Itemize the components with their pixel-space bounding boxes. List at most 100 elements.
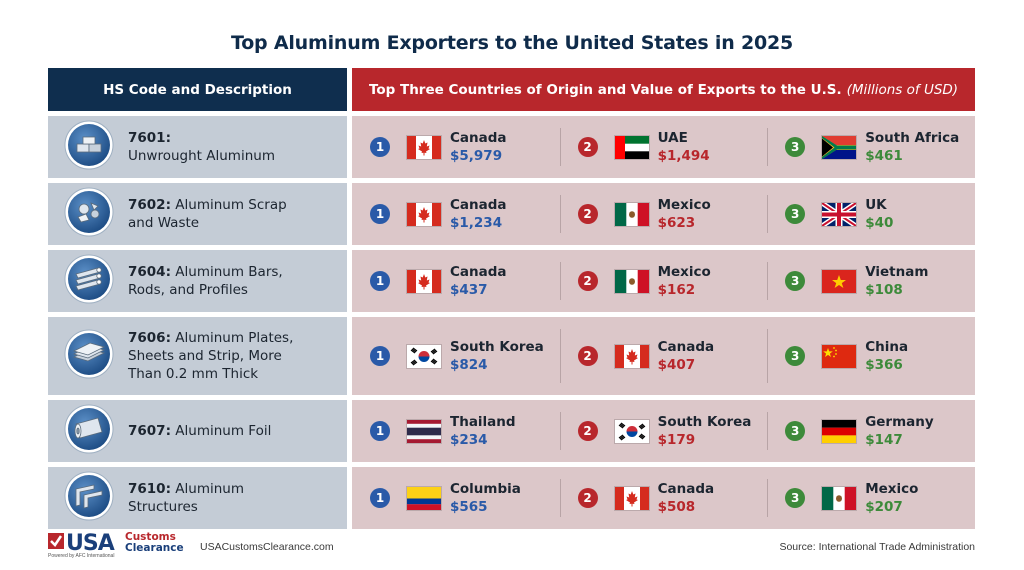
hs-description: 7604: Aluminum Bars, Rods, and Profiles xyxy=(128,263,308,299)
hs-code-cell: 7607: Aluminum Foil xyxy=(48,400,347,462)
export-value: $623 xyxy=(657,215,696,231)
hs-description-text: Aluminum Bars, Rods, and Profiles xyxy=(128,264,283,298)
exporter-cell: 2 Mexico $162 xyxy=(559,250,768,312)
uae-flag-icon xyxy=(614,135,649,159)
exporter-cell: 1 Columbia $565 xyxy=(352,467,560,529)
exporter-info: Thailand $234 xyxy=(450,413,516,449)
south-africa-flag-icon xyxy=(822,134,857,159)
vietnam-flag-icon xyxy=(822,269,857,293)
exporter-cell: 1 Canada $437 xyxy=(352,250,560,312)
export-value: $437 xyxy=(450,282,488,298)
exporter-info: Canada $5,979 xyxy=(450,129,507,165)
hs-description-text: Aluminum Foil xyxy=(175,423,272,439)
usa-customs-clearance-logo: USA Customs Clearance Powered by AFC Int… xyxy=(48,531,188,559)
exporter-info: Canada $407 xyxy=(658,338,715,374)
country-name: Mexico xyxy=(657,264,711,280)
exporter-info: China $366 xyxy=(865,338,908,374)
header-top-countries-label: Top Three Countries of Origin and Value … xyxy=(368,81,842,98)
exporter-info: Mexico $162 xyxy=(658,263,711,299)
hs-description-text: Aluminum Plates, Sheets and Strip, More … xyxy=(128,330,294,382)
mexico-flag-icon xyxy=(822,486,857,510)
thailand-flag-icon xyxy=(407,419,441,443)
top-countries-cell: 1 Canada $5,979 2 UAE $1,494 3 South Afr… xyxy=(352,116,975,178)
exporter-info: Canada $1,234 xyxy=(450,196,507,232)
south-korea-flag-icon xyxy=(407,344,441,368)
rank-badge: 3 xyxy=(785,421,806,441)
aluminum-ingots-icon xyxy=(48,120,128,175)
logo-clearance-text: Clearance xyxy=(125,542,184,554)
exporter-cell: 3 South Africa $461 xyxy=(767,116,975,178)
exporter-info: South Korea $824 xyxy=(450,338,544,374)
exporter-info: South Africa $461 xyxy=(865,129,959,165)
hs-description-text: Aluminum Scrap and Waste xyxy=(128,197,287,231)
aluminum-bars-icon xyxy=(48,254,128,309)
mexico-flag-icon xyxy=(614,269,649,293)
header-hs-code: HS Code and Description xyxy=(48,68,347,111)
export-value: $407 xyxy=(657,357,696,373)
country-name: Canada xyxy=(657,481,715,497)
exporter-info: Canada $508 xyxy=(658,480,715,516)
exporter-info: Mexico $623 xyxy=(658,196,711,232)
table-row: 7606: Aluminum Plates, Sheets and Strip,… xyxy=(48,317,975,395)
export-value: $108 xyxy=(865,282,903,298)
exporter-info: Canada $437 xyxy=(450,263,507,299)
canada-flag-icon xyxy=(407,269,441,293)
top-countries-cell: 1 Canada $437 2 Mexico $162 3 Vietnam $1… xyxy=(352,250,975,312)
south-korea-flag-icon xyxy=(614,419,649,443)
exporter-info: Mexico $207 xyxy=(865,480,918,516)
exporter-cell: 2 Mexico $623 xyxy=(559,183,768,245)
top-countries-cell: 1 South Korea $824 2 Canada $407 3 China… xyxy=(352,317,975,395)
exporter-info: Vietnam $108 xyxy=(865,263,928,299)
rank-badge: 2 xyxy=(577,346,598,366)
country-name: Thailand xyxy=(450,414,516,430)
top-countries-cell: 1 Canada $1,234 2 Mexico $623 3 UK $40 xyxy=(352,183,975,245)
rank-badge: 1 xyxy=(370,271,390,291)
export-value: $207 xyxy=(865,499,903,515)
table-row: 7601: Unwrought Aluminum 1 Canada $5,979 … xyxy=(48,116,975,178)
exporter-cell: 1 Canada $5,979 xyxy=(352,116,560,178)
hs-description: 7601: Unwrought Aluminum xyxy=(128,129,275,165)
top-countries-cell: 1 Thailand $234 2 South Korea $179 3 Ger… xyxy=(352,400,975,462)
exporter-cell: 2 Canada $407 xyxy=(559,317,768,395)
hs-description-text: Aluminum Structures xyxy=(128,481,244,515)
hs-code: 7606: xyxy=(128,330,171,346)
export-value: $461 xyxy=(865,148,903,164)
table-row: 7604: Aluminum Bars, Rods, and Profiles … xyxy=(48,250,975,312)
export-value: $565 xyxy=(450,499,488,515)
rank-badge: 2 xyxy=(577,137,598,157)
header-top-countries: Top Three Countries of Origin and Value … xyxy=(352,68,975,111)
uk-flag-icon xyxy=(820,200,858,228)
table-row: 7607: Aluminum Foil 1 Thailand $234 2 So… xyxy=(48,400,975,462)
export-value: $824 xyxy=(450,357,488,373)
hs-description: 7610: Aluminum Structures xyxy=(128,480,308,516)
header-unit: (Millions of USD) xyxy=(846,81,959,98)
rank-badge: 1 xyxy=(370,488,390,508)
canada-flag-icon xyxy=(614,344,649,368)
exporter-cell: 1 Thailand $234 xyxy=(352,400,560,462)
hs-code-cell: 7601: Unwrought Aluminum xyxy=(48,116,347,178)
footer-source: Source: International Trade Administrati… xyxy=(779,541,975,553)
country-name: Canada xyxy=(657,339,715,355)
country-name: Mexico xyxy=(865,481,919,497)
country-name: Columbia xyxy=(450,481,521,497)
exporter-cell: 1 Canada $1,234 xyxy=(352,183,560,245)
rank-badge: 1 xyxy=(370,204,390,224)
hs-code: 7602: xyxy=(128,197,171,213)
exporter-info: Germany $147 xyxy=(865,413,933,449)
exporter-info: UK $40 xyxy=(865,196,893,232)
country-name: South Korea xyxy=(657,414,752,430)
canada-flag-icon xyxy=(407,135,441,159)
header-hs-code-label: HS Code and Description xyxy=(103,81,292,98)
country-name: UK xyxy=(865,197,887,213)
rank-badge: 2 xyxy=(577,204,598,224)
hs-code: 7610: xyxy=(128,481,171,497)
aluminum-scrap-icon xyxy=(48,187,128,242)
hs-description: 7602: Aluminum Scrap and Waste xyxy=(128,196,308,232)
logo-customs-text: Customs xyxy=(125,531,176,543)
canada-flag-icon xyxy=(407,202,441,226)
exporter-cell: 3 Germany $147 xyxy=(767,400,975,462)
footer-url[interactable]: USACustomsClearance.com xyxy=(200,541,334,553)
export-value: $147 xyxy=(865,432,903,448)
table-row: 7602: Aluminum Scrap and Waste 1 Canada … xyxy=(48,183,975,245)
hs-code-cell: 7610: Aluminum Structures xyxy=(48,467,347,529)
